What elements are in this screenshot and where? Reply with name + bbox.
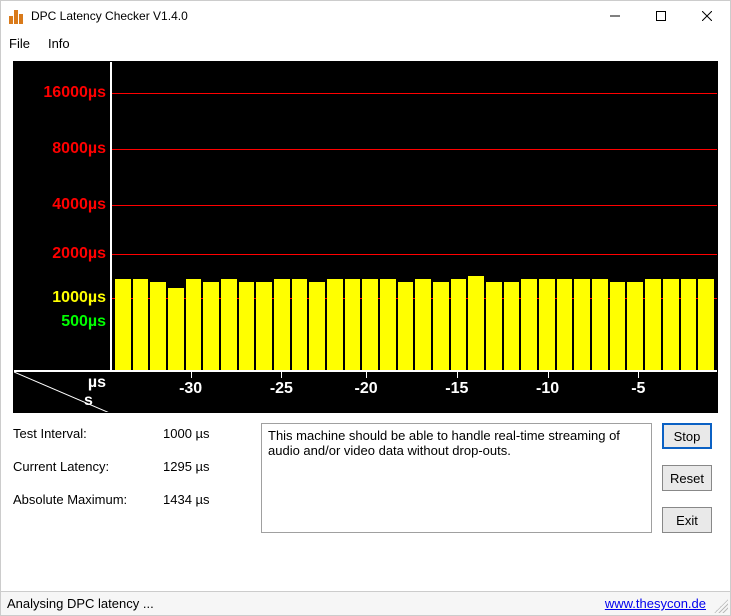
y-axis-label: 16000µs xyxy=(43,84,106,102)
test-interval-label: Test Interval: xyxy=(13,426,163,441)
close-button[interactable] xyxy=(684,1,730,31)
latency-bar xyxy=(239,282,255,372)
y-axis-label: 4000µs xyxy=(52,196,106,214)
latency-chart: 16000µs 8000µs 4000µs 2000µs 1000µs 500µs µs … xyxy=(13,61,718,413)
stats-panel: Test Interval: 1000 µs Current Latency: … xyxy=(13,417,251,533)
latency-bar xyxy=(468,276,484,372)
latency-bar xyxy=(274,279,290,372)
status-link[interactable]: www.thesycon.de xyxy=(605,596,706,611)
window-title: DPC Latency Checker V1.4.0 xyxy=(31,9,188,23)
x-unit-top: µs xyxy=(88,374,106,392)
buttons-panel: Stop Reset Exit xyxy=(662,417,718,533)
latency-bar xyxy=(309,282,325,372)
latency-bar xyxy=(521,279,537,372)
latency-bar xyxy=(645,279,661,372)
latency-bar xyxy=(327,279,343,372)
latency-bar xyxy=(698,279,714,372)
window-controls xyxy=(592,1,730,31)
latency-bar xyxy=(663,279,679,372)
current-latency-value: 1295 µs xyxy=(163,459,210,474)
latency-bar xyxy=(186,279,202,372)
message-box: This machine should be able to handle re… xyxy=(261,423,652,533)
menu-info[interactable]: Info xyxy=(48,36,70,51)
latency-bar xyxy=(168,288,184,372)
latency-bar xyxy=(292,279,308,372)
test-interval-value: 1000 µs xyxy=(163,426,210,441)
x-axis: µs s -30-25-20-15-10-5 xyxy=(14,370,717,412)
latency-bar xyxy=(557,279,573,372)
latency-bar xyxy=(150,282,166,372)
app-icon xyxy=(9,8,25,24)
y-axis: 16000µs 8000µs 4000µs 2000µs 1000µs 500µs xyxy=(14,62,112,372)
latency-bar xyxy=(415,279,431,372)
latency-bar xyxy=(574,279,590,372)
latency-bar xyxy=(504,282,520,372)
bars-container xyxy=(112,62,717,372)
latency-bar xyxy=(133,279,149,372)
titlebar: DPC Latency Checker V1.4.0 xyxy=(1,1,730,31)
menu-file[interactable]: File xyxy=(9,36,30,51)
latency-bar xyxy=(486,282,502,372)
minimize-button[interactable] xyxy=(592,1,638,31)
latency-bar xyxy=(592,279,608,372)
status-text: Analysing DPC latency ... xyxy=(7,596,154,611)
plot-area xyxy=(112,62,717,372)
y-axis-label: 1000µs xyxy=(52,289,106,307)
latency-bar xyxy=(610,282,626,372)
menubar: File Info xyxy=(1,31,730,55)
latency-bar xyxy=(256,282,272,372)
stop-button[interactable]: Stop xyxy=(662,423,712,449)
latency-bar xyxy=(451,279,467,372)
latency-bar xyxy=(221,279,237,372)
latency-bar xyxy=(433,282,449,372)
latency-bar xyxy=(362,279,378,372)
latency-bar xyxy=(203,282,219,372)
y-axis-label: 500µs xyxy=(61,313,106,331)
maximize-button[interactable] xyxy=(638,1,684,31)
latency-bar xyxy=(380,279,396,372)
x-unit-bottom: s xyxy=(84,392,93,410)
y-axis-label: 8000µs xyxy=(52,140,106,158)
statusbar: Analysing DPC latency ... www.thesycon.d… xyxy=(1,591,730,615)
latency-bar xyxy=(115,279,131,372)
y-axis-label: 2000µs xyxy=(52,245,106,263)
latency-bar xyxy=(345,279,361,372)
latency-bar xyxy=(398,282,414,372)
reset-button[interactable]: Reset xyxy=(662,465,712,491)
current-latency-label: Current Latency: xyxy=(13,459,163,474)
latency-bar xyxy=(681,279,697,372)
latency-bar xyxy=(539,279,555,372)
absolute-max-value: 1434 µs xyxy=(163,492,210,507)
exit-button[interactable]: Exit xyxy=(662,507,712,533)
absolute-max-label: Absolute Maximum: xyxy=(13,492,163,507)
resize-grip-icon[interactable] xyxy=(714,599,728,613)
latency-bar xyxy=(627,282,643,372)
